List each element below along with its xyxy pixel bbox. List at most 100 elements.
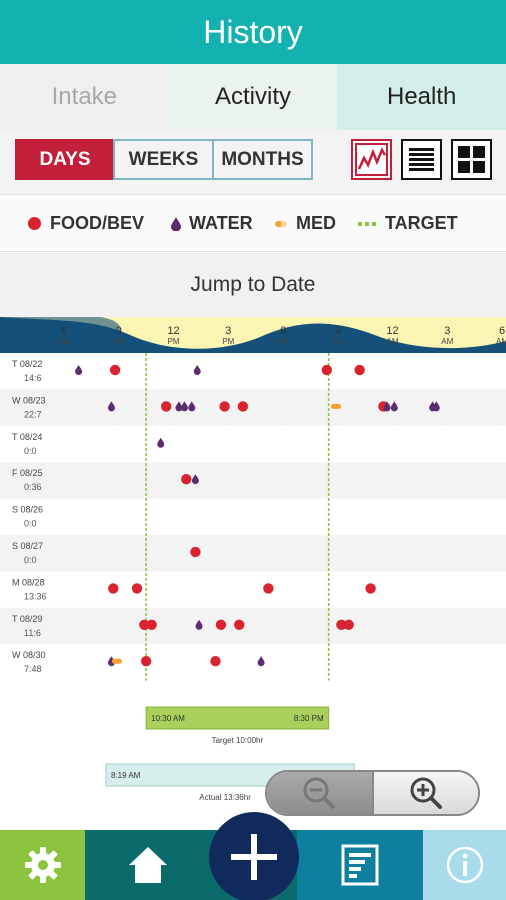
activity-timeline-chart[interactable]: T 08/22 14:6 W 08/23 22:7 T 08/24 0:0 F 08/25 0… xyxy=(0,317,506,830)
food-event-point[interactable] xyxy=(109,364,121,376)
table-row xyxy=(0,535,506,572)
target-start-label: 10:30 AM xyxy=(151,714,185,723)
food-event-point[interactable] xyxy=(140,656,152,667)
night-wave-left xyxy=(0,317,122,340)
table-row xyxy=(0,498,506,535)
zoom-out-button[interactable] xyxy=(267,772,372,814)
settings-button[interactable] xyxy=(0,830,85,900)
food-event-point[interactable] xyxy=(354,364,365,376)
chart-view-button[interactable] xyxy=(351,139,392,180)
food-event-point[interactable] xyxy=(263,583,274,594)
zoom-control xyxy=(265,770,480,816)
legend: FOOD/BEV WATER MED TARGET xyxy=(0,194,506,252)
time-tick-ampm: AM xyxy=(441,337,453,346)
info-button[interactable] xyxy=(423,830,506,900)
time-tick-ampm: PM xyxy=(277,337,289,346)
table-row xyxy=(0,571,506,608)
table-row xyxy=(0,353,506,390)
list-icon xyxy=(409,148,434,171)
food-event-point[interactable] xyxy=(131,583,143,594)
target-end-label: 8:30 PM xyxy=(294,714,324,723)
food-event-point[interactable] xyxy=(161,401,172,412)
time-tick-ampm: PM xyxy=(332,337,344,346)
food-event-point[interactable] xyxy=(190,546,201,558)
time-tick-label: 6 xyxy=(499,325,505,337)
water-event-point[interactable] xyxy=(180,401,188,412)
med-pill-icon xyxy=(275,220,287,227)
water-event-point[interactable] xyxy=(75,365,83,375)
jump-to-date-button[interactable]: Jump to Date xyxy=(0,253,506,317)
water-event-point[interactable] xyxy=(107,401,115,412)
legend-target-label: TARGET xyxy=(385,213,458,233)
range-toolbar: DAYS WEEKS MONTHS xyxy=(0,130,506,194)
night-wave xyxy=(0,317,506,353)
time-tick-ampm: PM xyxy=(168,337,180,346)
water-event-point[interactable] xyxy=(383,401,391,412)
add-button[interactable] xyxy=(209,812,299,900)
table-row xyxy=(0,462,506,499)
row-duration-label: 14:6 xyxy=(24,373,42,383)
food-event-point[interactable] xyxy=(321,364,332,376)
food-event-point[interactable] xyxy=(108,583,119,594)
food-event-point[interactable] xyxy=(234,619,245,630)
zoom-in-icon xyxy=(410,777,442,809)
water-event-point[interactable] xyxy=(188,401,196,412)
list-view-button[interactable] xyxy=(401,139,442,180)
water-event-point[interactable] xyxy=(257,656,265,667)
food-event-point[interactable] xyxy=(365,583,376,594)
table-row xyxy=(0,607,506,645)
food-event-point[interactable] xyxy=(146,619,157,630)
add-icon xyxy=(231,834,277,880)
med-event-point[interactable] xyxy=(330,403,341,409)
tab-health-label: Health xyxy=(386,83,457,110)
row-date-label: S 08/27 xyxy=(12,541,43,551)
water-event-point[interactable] xyxy=(193,365,201,375)
food-event-point[interactable] xyxy=(343,619,354,630)
food-event-point[interactable] xyxy=(219,401,230,412)
header: History xyxy=(0,0,506,64)
days-button[interactable]: DAYS xyxy=(15,139,115,180)
water-event-point[interactable] xyxy=(191,474,199,485)
water-event-point[interactable] xyxy=(175,401,183,412)
home-button[interactable] xyxy=(85,830,211,900)
report-icon xyxy=(341,844,379,886)
water-event-point[interactable] xyxy=(195,619,203,630)
water-event-point[interactable] xyxy=(157,437,165,448)
food-event-point[interactable] xyxy=(237,401,249,412)
food-event-point[interactable] xyxy=(139,619,150,630)
report-button[interactable] xyxy=(297,830,423,900)
row-date-label: M 08/28 xyxy=(12,577,45,587)
food-event-point[interactable] xyxy=(181,474,192,485)
weeks-button[interactable]: WEEKS xyxy=(113,139,214,180)
time-tick-label: 9 xyxy=(116,325,122,337)
target-line-icon xyxy=(358,221,376,226)
tab-activity[interactable]: Activity xyxy=(168,64,338,130)
jump-to-date-label: Jump to Date xyxy=(190,273,316,296)
food-event-point[interactable] xyxy=(210,656,221,667)
med-event-point[interactable] xyxy=(111,658,122,664)
legend-med: MED xyxy=(275,213,336,234)
water-event-point[interactable] xyxy=(107,656,115,667)
tab-intake-label: Intake xyxy=(51,83,118,110)
food-event-point[interactable] xyxy=(336,619,347,630)
tab-health[interactable]: Health xyxy=(337,64,506,130)
water-event-point[interactable] xyxy=(432,401,440,412)
row-duration-label: 7:48 xyxy=(24,664,42,674)
food-event-point[interactable] xyxy=(215,619,227,630)
grid-icon xyxy=(458,146,485,173)
tab-intake[interactable]: Intake xyxy=(0,64,169,130)
zoom-in-button[interactable] xyxy=(371,772,478,814)
time-tick-label: 3 xyxy=(225,325,231,337)
row-duration-label: 13:36 xyxy=(24,591,47,601)
months-button[interactable]: MONTHS xyxy=(212,139,313,180)
row-date-label: T 08/22 xyxy=(12,359,42,369)
target-caption: Target 10:00hr xyxy=(212,736,264,745)
water-event-point[interactable] xyxy=(390,401,398,412)
time-tick-label: 6 xyxy=(61,325,67,337)
row-duration-label: 11:6 xyxy=(24,628,41,638)
row-date-label: T 08/29 xyxy=(12,614,42,624)
time-tick-label: 12 xyxy=(386,325,398,337)
grid-view-button[interactable] xyxy=(451,139,492,180)
time-tick-label: 6 xyxy=(280,325,286,337)
legend-water-label: WATER xyxy=(189,213,253,233)
